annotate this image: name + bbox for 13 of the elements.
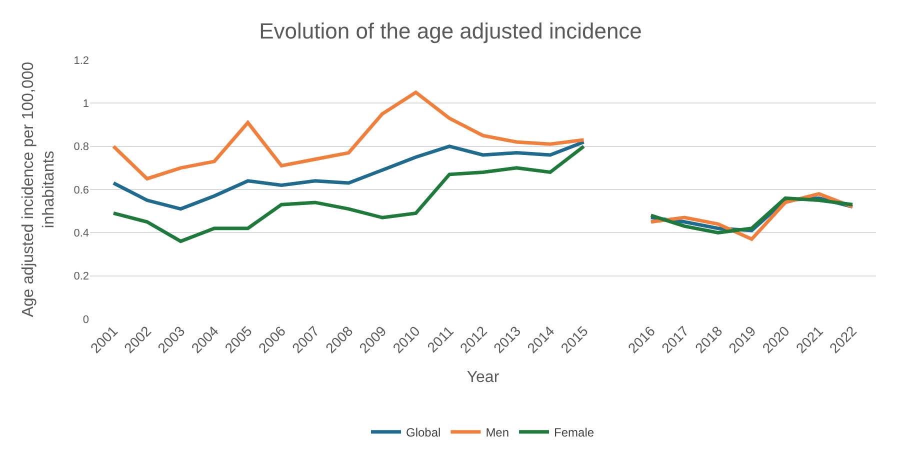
y-axis-title: Age adjusted incidence per 100,000 inhabitants — [20, 62, 58, 318]
y-tick-label: 0.6 — [74, 184, 89, 196]
y-tick-label: 0.8 — [74, 141, 89, 154]
legend-label: Global — [406, 426, 441, 440]
chart-title: Evolution of the age adjusted incidence — [259, 18, 642, 44]
y-tick-label: 1 — [82, 98, 89, 110]
y-tick-label: 1.2 — [74, 54, 89, 67]
x-axis-title: Year — [466, 368, 500, 386]
legend-label: Men — [486, 426, 510, 440]
y-tick-label: 0.4 — [74, 228, 89, 240]
y-tick-label: 0.2 — [74, 270, 89, 283]
y-tick-label: 0 — [82, 314, 89, 326]
legend-label: Female — [554, 426, 594, 440]
